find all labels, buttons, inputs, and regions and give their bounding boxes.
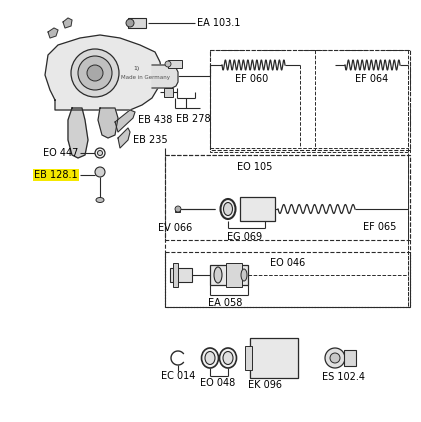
Bar: [173, 263, 178, 287]
Bar: [250, 338, 298, 378]
Bar: [170, 268, 192, 282]
Text: ES 102.4: ES 102.4: [322, 372, 365, 382]
Polygon shape: [48, 28, 58, 38]
Ellipse shape: [214, 267, 222, 283]
Bar: [210, 265, 248, 285]
Bar: [128, 18, 146, 28]
Text: EO 105: EO 105: [237, 162, 273, 172]
Text: EO 447: EO 447: [43, 148, 78, 158]
Text: EK 096: EK 096: [248, 380, 282, 390]
Ellipse shape: [95, 148, 105, 158]
Text: EA 058: EA 058: [208, 298, 242, 308]
Text: EB 235: EB 235: [133, 135, 168, 145]
Ellipse shape: [98, 151, 102, 155]
Bar: [164, 88, 173, 97]
Text: EC 014: EC 014: [161, 371, 195, 381]
Text: EF 065: EF 065: [363, 222, 397, 232]
Ellipse shape: [221, 199, 235, 219]
Text: EF 060: EF 060: [235, 74, 269, 84]
Text: EA 103.1: EA 103.1: [197, 18, 240, 28]
Circle shape: [175, 206, 181, 212]
Ellipse shape: [330, 353, 340, 363]
Text: EV 066: EV 066: [158, 223, 192, 233]
Polygon shape: [152, 65, 178, 88]
Bar: [168, 60, 182, 68]
Ellipse shape: [205, 352, 215, 365]
Bar: [226, 263, 242, 287]
Bar: [165, 252, 410, 307]
Ellipse shape: [219, 348, 237, 368]
Ellipse shape: [223, 352, 233, 365]
Polygon shape: [68, 108, 88, 158]
Bar: [245, 346, 252, 370]
Circle shape: [71, 49, 119, 97]
Bar: [210, 50, 410, 150]
Ellipse shape: [241, 269, 247, 281]
Circle shape: [95, 167, 105, 177]
Polygon shape: [115, 110, 135, 132]
Text: 1): 1): [133, 65, 139, 70]
Ellipse shape: [165, 61, 171, 67]
Bar: [240, 197, 275, 221]
Circle shape: [126, 19, 134, 27]
Text: Made in Germany: Made in Germany: [120, 75, 170, 79]
Bar: [165, 155, 410, 307]
Text: EO 046: EO 046: [270, 258, 306, 268]
Polygon shape: [98, 108, 118, 138]
Ellipse shape: [325, 348, 345, 368]
Circle shape: [78, 56, 112, 90]
Bar: [165, 155, 410, 240]
Bar: [210, 50, 410, 152]
Text: EB 128.1: EB 128.1: [35, 170, 78, 180]
Ellipse shape: [202, 348, 218, 368]
Ellipse shape: [96, 197, 104, 203]
Text: EO 048: EO 048: [200, 378, 236, 388]
Circle shape: [87, 65, 103, 81]
Bar: [175, 207, 180, 212]
Text: EF 064: EF 064: [355, 74, 389, 84]
Polygon shape: [45, 35, 162, 110]
Polygon shape: [63, 18, 72, 28]
Bar: [344, 350, 356, 366]
Text: EG 069: EG 069: [227, 232, 263, 242]
Polygon shape: [118, 128, 130, 148]
Text: EB 278: EB 278: [176, 114, 210, 124]
Text: EB 438: EB 438: [138, 115, 172, 125]
Ellipse shape: [224, 203, 232, 216]
